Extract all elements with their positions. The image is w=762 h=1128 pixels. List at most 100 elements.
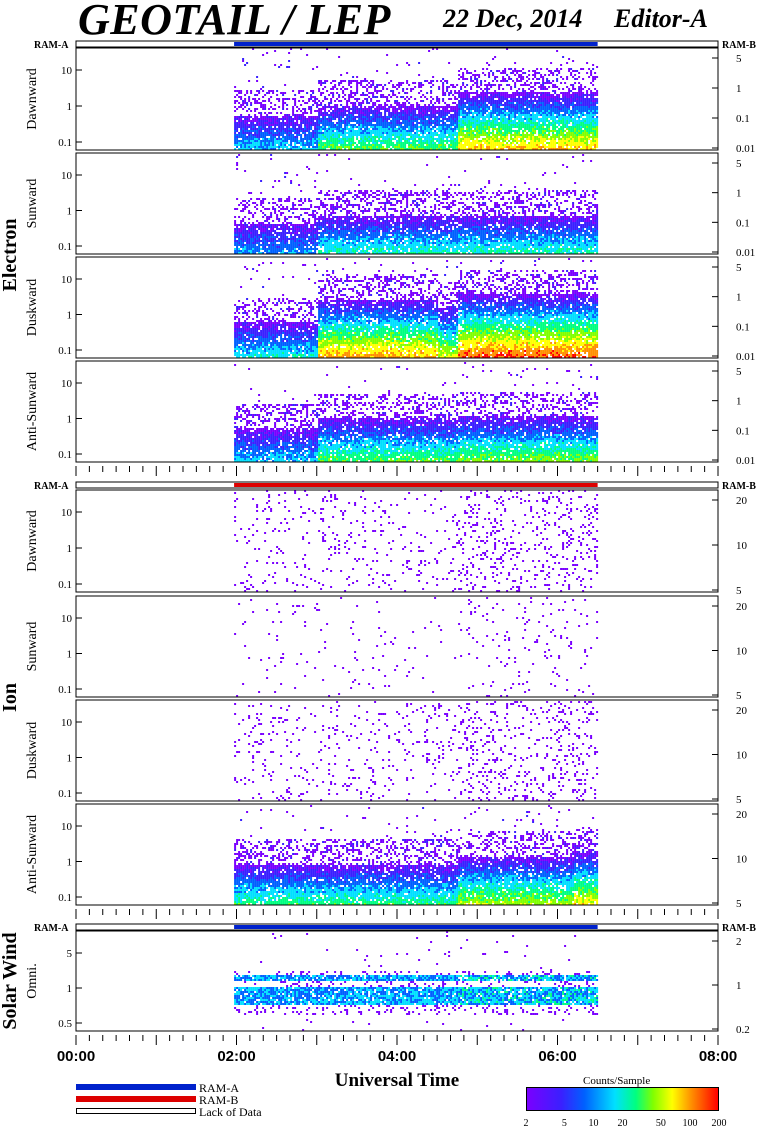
- right-tick-label: 0.01: [736, 247, 755, 259]
- ram-left-label: RAM-A: [34, 40, 69, 51]
- left-tick-label: 0.5: [58, 1018, 72, 1030]
- panel-label: Dawnward: [25, 68, 40, 129]
- right-tick-label: 0.01: [736, 143, 755, 155]
- left-tick-label: 10: [61, 613, 73, 625]
- right-tick-label: 2: [736, 936, 742, 948]
- x-tick-label: 02:00: [217, 1048, 255, 1065]
- date-label: 22 Dec, 2014: [443, 4, 582, 34]
- group-label: Solar Wind: [0, 932, 21, 1029]
- right-tick-label: 0.01: [736, 351, 755, 363]
- editor-label: Editor-A: [614, 4, 708, 34]
- panel-frame: [75, 699, 719, 802]
- right-tick-label: 20: [736, 705, 748, 717]
- right-tick-label: 5: [736, 53, 742, 65]
- right-tick-label: 5: [736, 585, 742, 597]
- spectrogram-cells: [234, 931, 599, 1031]
- left-tick-label: 10: [61, 507, 73, 519]
- colorbar-tick-label: 20: [618, 1118, 628, 1128]
- page-title: GEOTAIL / LEP: [78, 0, 391, 45]
- group-label: Ion: [0, 683, 21, 712]
- panel-frame: [75, 930, 719, 1032]
- ram-right-label: RAM-B: [722, 923, 756, 934]
- ram-left-label: RAM-A: [34, 923, 69, 934]
- panel-frame: [75, 360, 719, 463]
- panel-frame: [75, 595, 719, 698]
- left-tick-label: 0.1: [58, 579, 72, 591]
- legend-swatch-ram-b: [76, 1096, 196, 1102]
- right-tick-label: 10: [736, 540, 748, 552]
- right-tick-label: 10: [736, 854, 748, 866]
- legend-swatch-ram-a: [76, 1084, 196, 1090]
- left-tick-label: 1: [67, 543, 73, 555]
- right-tick-label: 20: [736, 495, 748, 507]
- left-tick-label: 5: [67, 948, 73, 960]
- panel-label: Duskward: [25, 722, 40, 780]
- panel-label: Dawnward: [25, 510, 40, 571]
- spectrogram-cells: [234, 362, 599, 462]
- legend-label-ram-b: RAM-B: [199, 1094, 238, 1106]
- right-tick-label: 1: [736, 396, 742, 408]
- ram-right-label: RAM-B: [722, 40, 756, 51]
- left-tick-label: 1: [67, 753, 73, 765]
- spectrogram-cells: [234, 48, 599, 150]
- right-tick-label: 0.1: [736, 425, 750, 437]
- left-tick-label: 0.1: [58, 241, 72, 253]
- left-tick-label: 1: [67, 857, 73, 869]
- spectrogram-cells: [234, 490, 599, 592]
- legend-label-ram-a: RAM-A: [199, 1082, 239, 1094]
- left-tick-label: 0.1: [58, 684, 72, 696]
- right-tick-label: 1: [736, 980, 742, 992]
- panel-frame: [75, 489, 719, 593]
- left-tick-label: 0.1: [58, 892, 72, 904]
- right-tick-label: 5: [736, 898, 742, 910]
- panel-label: Omni.: [25, 963, 40, 998]
- left-tick-label: 1: [67, 206, 73, 218]
- right-tick-label: 5: [736, 366, 742, 378]
- left-tick-label: 1: [67, 983, 73, 995]
- left-tick-label: 1: [67, 310, 73, 322]
- panel-frame: [75, 47, 719, 151]
- right-tick-label: 5: [736, 262, 742, 274]
- left-tick-label: 1: [67, 414, 73, 426]
- panel-frame: [75, 256, 719, 359]
- x-axis-title: Universal Time: [335, 1070, 459, 1091]
- spectrogram-cells: [234, 154, 599, 254]
- colorbar-tick-label: 10: [588, 1118, 598, 1128]
- left-tick-label: 10: [61, 170, 73, 182]
- right-tick-label: 5: [736, 690, 742, 702]
- left-tick-label: 10: [61, 378, 73, 390]
- spectrogram-cells: [234, 258, 599, 358]
- colorbar-title: Counts/Sample: [583, 1075, 650, 1087]
- spectrogram-cells: [234, 805, 599, 905]
- right-tick-label: 0.1: [736, 217, 750, 229]
- spectrogram-cells: [234, 701, 599, 801]
- x-tick-label: 08:00: [699, 1048, 737, 1065]
- colorbar: [526, 1087, 719, 1111]
- panel-frame: [75, 152, 719, 255]
- x-tick-label: 00:00: [57, 1048, 95, 1065]
- group-label: Electron: [0, 219, 21, 292]
- panel-label: Sunward: [25, 622, 40, 672]
- ram-bar-segment: [234, 42, 598, 46]
- panel-label: Duskward: [25, 279, 40, 337]
- right-tick-label: 1: [736, 83, 742, 95]
- right-tick-label: 0.01: [736, 455, 755, 467]
- colorbar-tick-label: 50: [656, 1118, 666, 1128]
- right-tick-label: 10: [736, 750, 748, 762]
- left-tick-label: 10: [61, 65, 73, 77]
- left-tick-label: 1: [67, 101, 73, 113]
- panel-label: Anti-Sunward: [25, 372, 40, 451]
- right-tick-label: 20: [736, 809, 748, 821]
- colorbar-tick-label: 5: [562, 1118, 567, 1128]
- left-tick-label: 0.1: [58, 345, 72, 357]
- left-tick-label: 10: [61, 717, 73, 729]
- spectrogram-cells: [234, 597, 599, 697]
- right-tick-label: 0.1: [736, 113, 750, 125]
- right-tick-label: 0.2: [736, 1024, 750, 1036]
- left-tick-label: 10: [61, 274, 73, 286]
- right-tick-label: 1: [736, 188, 742, 200]
- left-tick-label: 10: [61, 821, 73, 833]
- ram-right-label: RAM-B: [722, 481, 756, 492]
- right-tick-label: 5: [736, 158, 742, 170]
